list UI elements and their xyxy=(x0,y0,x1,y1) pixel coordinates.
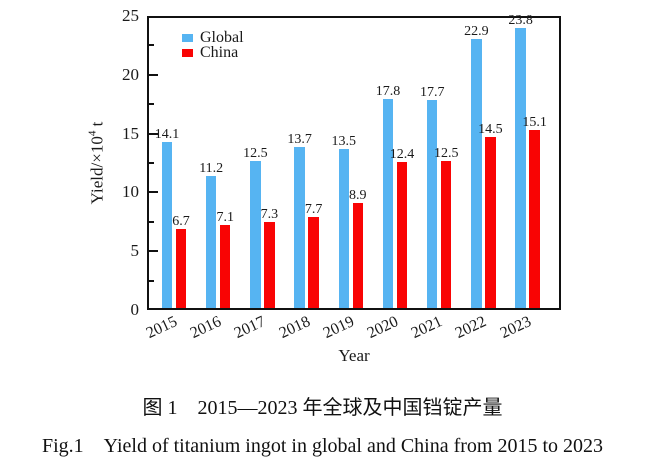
x-axis-title: Year xyxy=(338,346,370,365)
y-major-tick-15 xyxy=(149,132,158,135)
plot-area: Global China 14.1 11.2 12.5 13.7 13.5 17.8 17.… xyxy=(147,13,561,310)
bar-china-2022 xyxy=(485,137,496,308)
value-label-global-2017: 12.5 xyxy=(243,146,268,161)
bar-china-2016 xyxy=(219,224,231,308)
value-label-china-2023: 15.1 xyxy=(522,115,547,131)
value-label-global-2019: 13.5 xyxy=(331,134,357,150)
bar-global-2021 xyxy=(426,99,438,308)
legend-swatch-china xyxy=(182,48,193,57)
value-label-global-2015: 14.1 xyxy=(154,127,180,143)
value-label-global-2018: 13.7 xyxy=(287,131,312,147)
legend-swatch-global xyxy=(182,33,193,42)
value-label-global-2023: 23.8 xyxy=(508,13,533,29)
bar-china-2020 xyxy=(396,162,408,308)
y-tick-label-15: 15 xyxy=(122,123,139,143)
bar-global-2020 xyxy=(382,98,394,308)
legend-item-global: Global xyxy=(182,29,244,46)
y-major-tick-10 xyxy=(149,191,158,194)
y-minor-tick-2.5 xyxy=(149,279,154,282)
value-label-global-2021: 17.7 xyxy=(419,84,445,100)
bar-china-2015 xyxy=(175,229,187,308)
value-label-china-2016: 7.1 xyxy=(216,209,234,225)
bar-china-2021 xyxy=(440,161,452,308)
value-label-china-2020: 12.4 xyxy=(389,147,415,163)
bar-global-2022 xyxy=(471,38,482,308)
caption-chinese: 图 1 2015—2023 年全球及中国铛锭产量 xyxy=(142,397,503,419)
value-label-global-2016: 11.2 xyxy=(199,161,224,177)
value-label-china-2015: 6.7 xyxy=(172,214,190,230)
bar-global-2015 xyxy=(161,142,173,308)
bar-china-2019 xyxy=(352,203,364,308)
bar-global-2017 xyxy=(250,161,261,308)
y-axis-title: Yield/×104 t xyxy=(87,122,108,205)
bar-global-2016 xyxy=(205,176,217,308)
legend-label-china: China xyxy=(200,44,239,61)
value-label-china-2021: 12.5 xyxy=(433,146,459,161)
legend-label-global: Global xyxy=(200,29,244,46)
value-label-china-2017: 7.3 xyxy=(260,207,279,223)
bar-global-2018 xyxy=(294,146,305,308)
bar-global-2023 xyxy=(515,28,526,308)
y-tick-label-0: 0 xyxy=(130,300,140,319)
bar-china-2018 xyxy=(308,217,319,308)
value-label-china-2018: 7.7 xyxy=(304,202,323,218)
y-tick-label-10: 10 xyxy=(122,182,139,202)
caption-english: Fig.1 Yield of titanium ingot in global … xyxy=(41,435,604,457)
y-tick-label-5: 5 xyxy=(130,241,140,261)
y-minor-tick-22.5 xyxy=(149,44,154,47)
y-axis-title-exponent: 4 xyxy=(86,130,99,137)
value-label-global-2020: 17.8 xyxy=(375,83,401,99)
y-major-tick-20 xyxy=(149,73,158,76)
value-label-global-2022: 22.9 xyxy=(464,23,489,39)
bar-china-2023 xyxy=(529,130,540,308)
value-label-china-2019: 8.9 xyxy=(349,188,367,204)
y-minor-tick-17.5 xyxy=(149,103,154,106)
y-axis-title-text: Yield/×10 xyxy=(87,136,107,205)
y-major-tick-5 xyxy=(149,250,158,253)
y-minor-tick-7.5 xyxy=(149,220,154,223)
bar-china-2017 xyxy=(264,222,275,308)
y-tick-label-25: 25 xyxy=(122,6,139,25)
value-label-china-2022: 14.5 xyxy=(478,122,503,138)
y-axis-title-unit: t xyxy=(87,121,107,131)
legend: Global China xyxy=(182,29,244,61)
legend-item-china: China xyxy=(182,44,244,61)
bar-global-2019 xyxy=(338,149,350,308)
y-minor-tick-12.5 xyxy=(149,162,154,164)
y-tick-label-20: 20 xyxy=(122,64,139,84)
